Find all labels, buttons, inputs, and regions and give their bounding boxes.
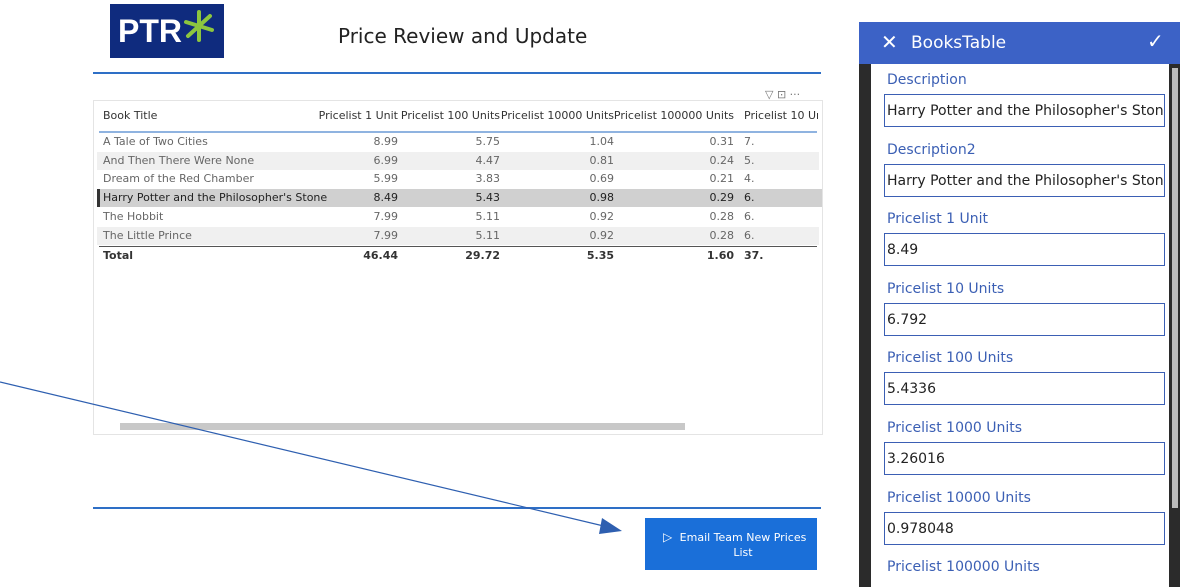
table-cell: 4. [744, 172, 755, 186]
table-cell: 5.11 [475, 228, 501, 242]
scrollbar[interactable] [1172, 68, 1178, 508]
table-cell: 5.99 [373, 172, 399, 186]
logo-star [184, 10, 214, 42]
table-cell: 0.69 [589, 172, 615, 186]
visual-icons[interactable]: ▽ ⊡ ··· [765, 88, 801, 101]
divider [93, 72, 821, 74]
table-cell: The Hobbit [103, 209, 164, 223]
field-input[interactable]: 5.4336 [884, 372, 1165, 406]
header-rule [99, 131, 817, 133]
column-header: Book Title [103, 109, 158, 122]
panel-title: BooksTable [911, 33, 1007, 53]
table-cell: Dream of the Red Chamber [103, 172, 254, 186]
divider [93, 507, 821, 509]
table-cell: A Tale of Two Cities [103, 135, 208, 148]
table-cell: 6.99 [373, 153, 399, 167]
field-label: Description2 [887, 141, 976, 158]
button-label: Email Team New Prices List [679, 531, 807, 559]
table-cell: And Then There Were None [103, 153, 255, 167]
total-rule [99, 246, 817, 248]
arrow [0, 381, 622, 534]
table: Book Title Pricelist 1 Unit Pricelist 100 … [93, 100, 823, 435]
field-input[interactable]: 8.49 [884, 233, 1165, 267]
field-label: Pricelist 1 Unit [887, 211, 989, 228]
play-icon: ▷ [663, 530, 673, 544]
table-cell: Harry Potter and the Philosopher's Stone [103, 191, 328, 205]
table-cell: 5.43 [475, 191, 501, 205]
field-label: Pricelist 10000 Units [887, 489, 1031, 506]
form: Description Harry Potter and the Philosop… [871, 64, 1169, 587]
column-header: Pricelist 100 Units [400, 109, 500, 122]
table-row[interactable] [97, 170, 819, 189]
table-cell: 0.92 [589, 228, 615, 242]
edit-panel: ✕ BooksTable ✓ Description Harry Potter a… [859, 22, 1180, 587]
column-header: Pricelist 10 Un [744, 109, 818, 122]
table-cell: 0.24 [709, 153, 735, 167]
table-cell: 8.49 [373, 191, 399, 205]
page-title: Price Review and Update [338, 24, 588, 48]
table-cell: 5.11 [475, 209, 501, 223]
logo-text: PTR [118, 13, 182, 49]
total-cell: 1.60 [706, 249, 734, 263]
submit-button[interactable]: ✓ [1147, 29, 1164, 53]
table-cell: 4.47 [475, 153, 501, 167]
total-cell: 46.44 [363, 249, 398, 263]
panel-header: ✕ BooksTable ✓ [859, 22, 1180, 64]
table-cell: 5. [744, 153, 755, 167]
email-button[interactable]: ▷ Email Team New Prices List [645, 518, 817, 570]
table-cell: 0.28 [709, 228, 735, 242]
table-cell: 0.98 [589, 191, 615, 205]
table-row[interactable] [97, 189, 822, 208]
table-cell: 1.04 [589, 135, 615, 148]
table-cell: 5.75 [475, 135, 501, 148]
total-cell: 5.35 [586, 249, 614, 263]
column-header: Pricelist 10000 Units [500, 109, 614, 122]
total-cell: 37. [744, 249, 764, 263]
table-cell: 7.99 [373, 209, 399, 223]
table-cell: 0.29 [709, 191, 735, 205]
table-cell: 8.99 [373, 135, 399, 148]
h-scrollbar[interactable] [120, 423, 685, 430]
table-cell: 6. [744, 228, 755, 242]
table-cell: 6. [744, 209, 755, 223]
table-cell: The Little Prince [103, 228, 192, 242]
table-cell: 3.83 [475, 172, 501, 186]
total-cell: 29.72 [465, 249, 500, 263]
column-header: Pricelist 1 Unit [318, 109, 398, 122]
field-label: Description [887, 72, 967, 88]
table-cell: 7.99 [373, 228, 399, 242]
table-cell: 0.81 [589, 153, 615, 167]
table-cell: 0.28 [709, 209, 735, 223]
field-label: Pricelist 1000 Units [887, 420, 1023, 436]
table-row[interactable] [97, 226, 819, 245]
field-label: Pricelist 100000 Units [887, 559, 1040, 576]
table-cell: 0.92 [589, 209, 615, 223]
field-input[interactable]: Harry Potter and the Philosopher's Stone [884, 94, 1165, 127]
column-header: Pricelist 100000 Units [613, 109, 734, 122]
table-cell: 0.21 [709, 172, 735, 186]
table-row[interactable] [97, 207, 819, 226]
field-input[interactable]: 3.26016 [884, 442, 1165, 475]
field-label: Pricelist 100 Units [887, 350, 1014, 367]
close-button[interactable]: ✕ [881, 30, 898, 54]
field-label: Pricelist 10 Units [887, 280, 1005, 297]
total-cell: Total [103, 249, 134, 263]
table-row[interactable] [97, 151, 819, 170]
table-row[interactable] [97, 133, 819, 151]
field-input[interactable]: 0.978048 [884, 511, 1165, 545]
field-input[interactable]: 6.792 [884, 302, 1165, 336]
table-cell: 7. [744, 135, 755, 148]
logo: PTR [110, 4, 224, 58]
field-input[interactable]: Harry Potter and the Philosopher's Stone… [884, 163, 1165, 197]
table-cell: 6. [744, 191, 755, 205]
table-cell: 0.31 [709, 135, 735, 148]
